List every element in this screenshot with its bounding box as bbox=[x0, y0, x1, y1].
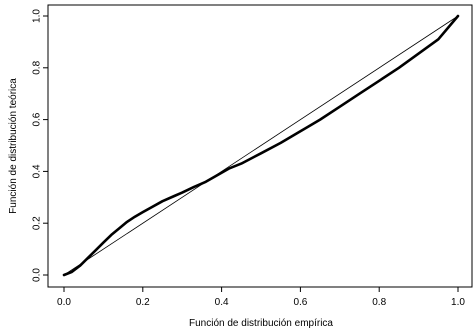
identity-reference-line bbox=[63, 15, 459, 276]
x-tick-label: 0.6 bbox=[293, 297, 307, 308]
y-tick-label: 0.6 bbox=[32, 112, 43, 126]
y-tick-label: 0.8 bbox=[32, 60, 43, 74]
y-axis-title: Función de distribución teórica bbox=[8, 78, 19, 214]
x-tick-label: 0.0 bbox=[57, 297, 71, 308]
x-tick-label: 0.2 bbox=[136, 297, 150, 308]
y-tick-label: 0.2 bbox=[32, 216, 43, 230]
x-axis-ticks: 0.0 0.2 0.4 0.6 0.8 1.0 bbox=[57, 287, 465, 308]
x-axis-title: Función de distribución empírica bbox=[189, 318, 333, 329]
x-tick-label: 0.4 bbox=[215, 297, 229, 308]
series-line bbox=[62, 14, 460, 277]
y-tick-label: 1.0 bbox=[32, 9, 43, 23]
y-tick-label: 0.4 bbox=[32, 164, 43, 178]
y-tick-label: 0.0 bbox=[32, 268, 43, 282]
x-tick-label: 1.0 bbox=[451, 297, 465, 308]
x-tick-label: 0.8 bbox=[372, 297, 386, 308]
y-axis-ticks: 0.0 0.2 0.4 0.6 0.8 1.0 bbox=[32, 9, 48, 282]
